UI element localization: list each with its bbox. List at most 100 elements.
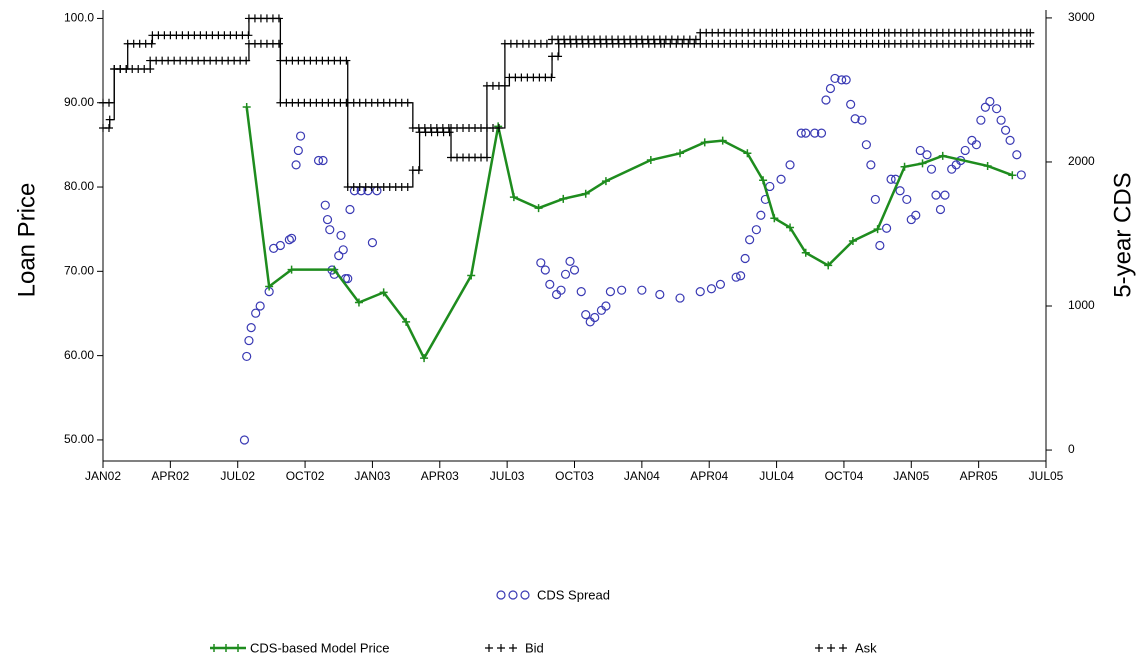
- cds-point: [911, 210, 921, 220]
- cds-point: [560, 269, 571, 279]
- cds-point: [960, 145, 970, 156]
- marker: [420, 354, 429, 363]
- cds-point: [796, 128, 806, 138]
- marker: [918, 159, 927, 168]
- cds-point: [565, 256, 575, 266]
- legend-marker: [496, 590, 506, 600]
- y-tick-label: 60.00: [64, 348, 94, 362]
- cds-point: [1016, 170, 1026, 180]
- marker: [403, 183, 412, 192]
- marker: [759, 176, 768, 185]
- cds-point: [740, 253, 750, 264]
- x-tick-label: JUL02: [220, 469, 255, 483]
- cds-point: [922, 150, 932, 160]
- cds-point: [821, 95, 831, 105]
- cds-point: [837, 75, 847, 85]
- cds-point: [951, 160, 961, 170]
- x-tick-label: APR04: [690, 469, 728, 483]
- cds-point: [736, 271, 746, 281]
- cds-point: [295, 131, 306, 141]
- cds-point: [695, 287, 705, 297]
- marker: [900, 162, 909, 171]
- cds-point: [866, 160, 876, 170]
- y2-tick-label: 1000: [1068, 298, 1095, 312]
- marker: [379, 288, 388, 297]
- cds-point: [367, 238, 378, 248]
- x-tick-label: OCT02: [286, 469, 325, 483]
- legend-label: CDS Spread: [537, 587, 610, 602]
- cds-point: [322, 214, 333, 225]
- marker: [509, 644, 517, 652]
- marker: [414, 166, 423, 175]
- cds-point: [1000, 125, 1011, 135]
- marker: [403, 98, 412, 107]
- marker: [122, 65, 131, 74]
- cds-point: [246, 323, 256, 333]
- cds-point: [617, 285, 627, 295]
- cds-point: [751, 225, 761, 235]
- cds-point: [816, 128, 827, 138]
- cds-point: [293, 145, 303, 156]
- cds-point: [239, 435, 250, 445]
- cds-point: [343, 274, 353, 284]
- x-tick-label: JUL04: [759, 469, 794, 483]
- cds-point: [551, 289, 562, 300]
- marker: [770, 214, 779, 223]
- legend-label: CDS-based Model Price: [250, 640, 389, 655]
- cds-point: [715, 279, 726, 290]
- cds-point: [850, 114, 860, 124]
- cds-point: [906, 214, 916, 225]
- y-tick-label: 100.0: [64, 11, 94, 25]
- marker: [743, 149, 752, 158]
- y2-tick-label: 3000: [1068, 10, 1095, 24]
- y-axis-title: Loan Price: [13, 183, 40, 298]
- cds-point: [785, 160, 795, 170]
- marker: [547, 73, 556, 82]
- x-tick-label: APR02: [151, 469, 189, 483]
- cds-point: [336, 230, 346, 241]
- cds-point: [320, 200, 330, 210]
- cds-point: [242, 351, 252, 362]
- cds-point: [540, 265, 550, 275]
- x-tick-label: JAN04: [624, 469, 660, 483]
- marker: [801, 248, 810, 257]
- marker: [495, 124, 504, 133]
- x-tick-label: JAN02: [85, 469, 121, 483]
- x-tick-label: APR03: [421, 469, 459, 483]
- cds-point: [976, 115, 986, 125]
- marker: [983, 161, 992, 170]
- cds-point: [275, 240, 285, 251]
- y-tick-label: 50.00: [64, 432, 94, 446]
- marker: [494, 122, 503, 131]
- marker: [646, 156, 655, 165]
- marker: [1026, 39, 1035, 48]
- x-tick-label: JAN03: [354, 469, 390, 483]
- step-line: [103, 43, 1031, 188]
- cds-point: [590, 312, 600, 323]
- marker: [601, 177, 610, 186]
- cds-point: [334, 250, 344, 261]
- cds-point: [846, 99, 856, 109]
- cds-point: [875, 240, 885, 251]
- y-tick-label: 70.00: [64, 263, 94, 277]
- cds-point: [825, 83, 836, 94]
- cds-point: [861, 140, 871, 150]
- marker: [265, 282, 274, 291]
- x-tick-label: JUL03: [490, 469, 525, 483]
- marker: [242, 56, 251, 65]
- marker: [274, 14, 283, 23]
- marker: [815, 644, 823, 652]
- marker: [497, 644, 505, 652]
- marker: [105, 98, 113, 107]
- cds-point: [996, 115, 1006, 125]
- cds-point: [810, 128, 820, 138]
- marker: [509, 193, 518, 202]
- cds-point: [745, 235, 755, 245]
- cds-point: [601, 301, 611, 311]
- marker: [848, 236, 857, 245]
- marker: [827, 644, 835, 652]
- cds-point: [940, 190, 950, 200]
- marker: [542, 39, 551, 48]
- y-tick-label: 80.00: [64, 179, 94, 193]
